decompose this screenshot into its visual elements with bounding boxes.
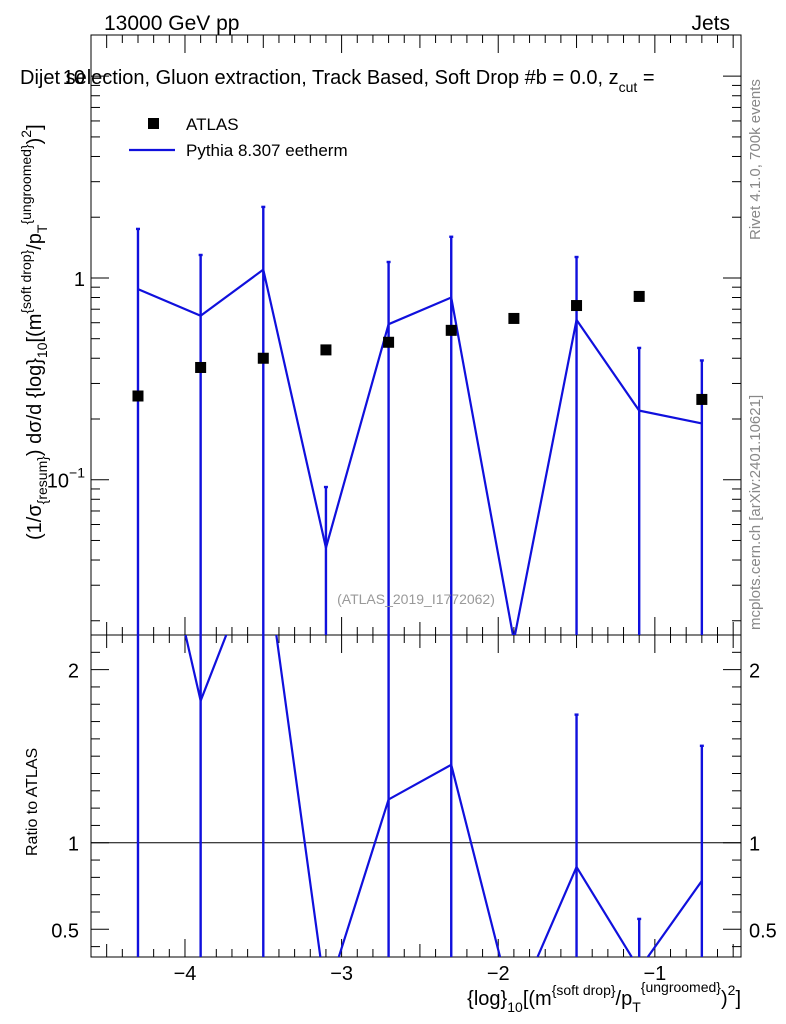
plot-title: Dijet selection, Gluon extraction, Track…	[20, 67, 655, 95]
ratio-ytick-label-right: 0.5	[749, 920, 777, 942]
header-left: 13000 GeV pp	[104, 12, 239, 35]
main-ytick-label: 10−1	[47, 465, 85, 493]
ratio-axis-ticks: 0.5 0.5 1 1 2 2 −4 −3 −2 −1	[51, 634, 777, 985]
atlas-data-point	[508, 312, 520, 324]
legend-mc-label: Pythia 8.307 eetherm	[186, 141, 348, 160]
plot-title-main: Dijet selection, Gluon extraction, Track…	[20, 67, 619, 89]
ratio-frame	[90, 634, 742, 958]
header-right: Jets	[691, 12, 730, 35]
main-axis-ticks: 10−1 1 10	[47, 35, 741, 635]
atlas-data-point	[445, 324, 457, 336]
mc-series-ratio	[136, 635, 704, 957]
atlas-data-point	[320, 344, 332, 356]
legend-data-label: ATLAS	[186, 115, 239, 134]
atlas-data-point	[696, 393, 708, 405]
atlas-data-point	[571, 300, 583, 312]
legend-data-marker	[148, 118, 159, 129]
atlas-data-point	[195, 361, 207, 373]
ratio-line	[184, 635, 703, 957]
atlas-data-point	[383, 336, 395, 348]
ratio-ytick-label-right: 1	[749, 834, 760, 856]
main-ylabel: (1/σ{resum}) dσ/d {log}10[(m{soft drop}/…	[18, 124, 50, 540]
ratio-ytick-label-right: 2	[749, 661, 760, 683]
mcplots-credit: mcplots.cern.ch [arXiv:2401.10621]	[747, 395, 764, 630]
xtick-label: −3	[330, 963, 353, 985]
main-ytick-label: 10	[63, 67, 85, 89]
rivet-version: Rivet 4.1.0, 700k events	[747, 79, 764, 240]
main-ytick-label: 1	[74, 269, 85, 291]
mc-series-main	[135, 205, 704, 635]
ratio-ylabel: Ratio to ATLAS	[24, 748, 41, 856]
plot-title-sub: cut	[619, 79, 638, 95]
ratio-ytick-label-left: 1	[68, 834, 79, 856]
xtick-label: −4	[174, 963, 197, 985]
ratio-ytick-label-left: 0.5	[51, 920, 79, 942]
atlas-data-point	[633, 290, 645, 302]
atlas-data-point	[132, 390, 144, 402]
analysis-watermark: (ATLAS_2019_I1772062)	[337, 591, 495, 607]
ratio-ytick-label-left: 2	[68, 661, 79, 683]
atlas-data-point	[257, 352, 269, 364]
xtick-label: −1	[643, 963, 666, 985]
xtick-label: −2	[487, 963, 510, 985]
plot-title-end: =	[637, 67, 654, 89]
mc-line	[137, 267, 703, 635]
data-series-main	[132, 290, 708, 405]
